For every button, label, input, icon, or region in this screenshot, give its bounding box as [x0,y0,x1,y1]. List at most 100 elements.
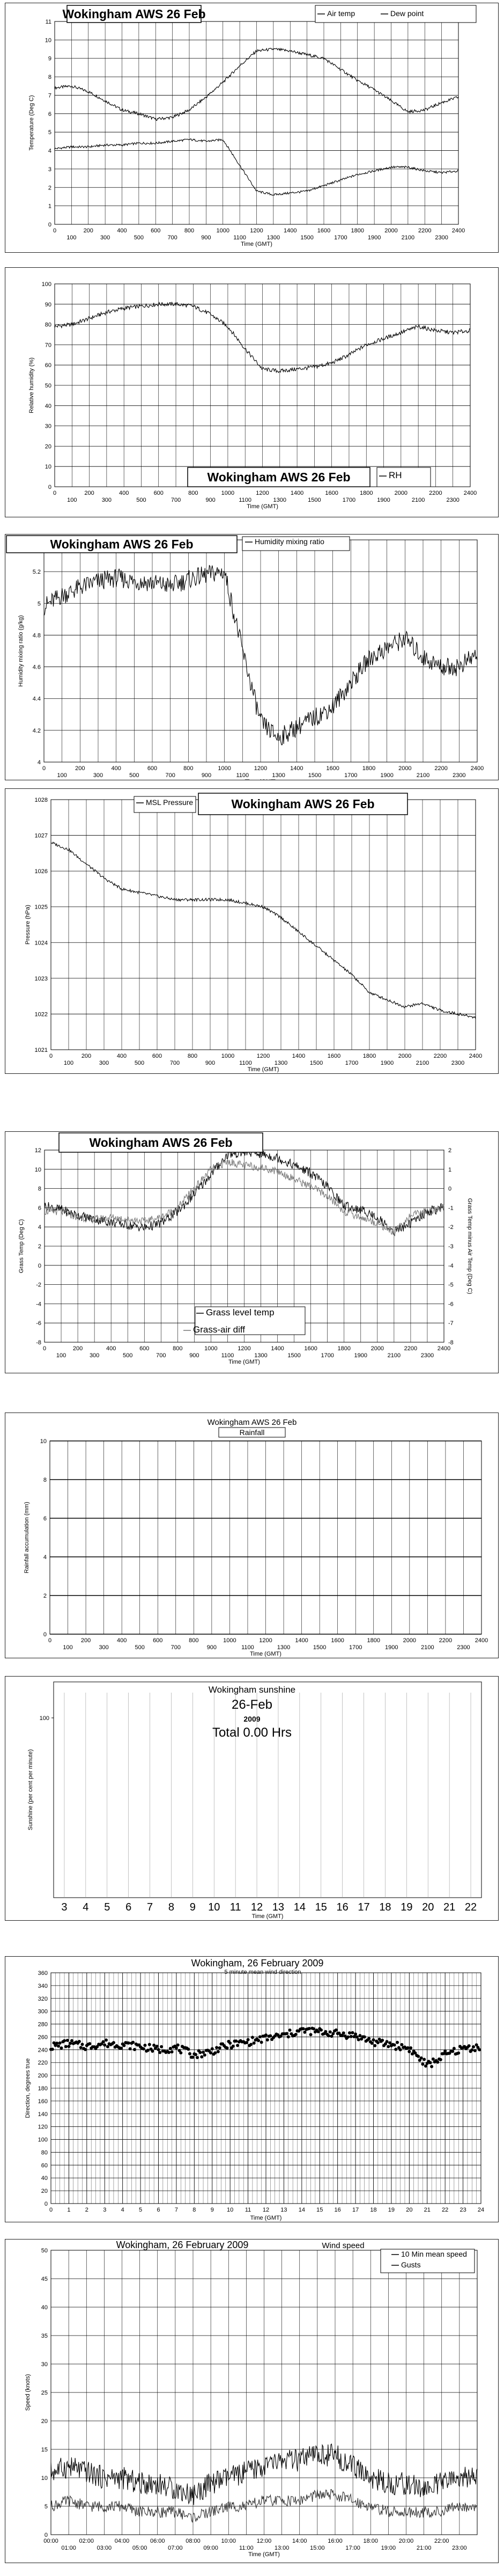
y-tick-label: 240 [38,2047,48,2053]
x-tick-label: 2200 [434,1053,447,1059]
data-point [52,2041,56,2045]
x-tick-label: 1300 [254,1352,267,1359]
x-tick-label: 1900 [381,1060,394,1066]
legend-box [134,796,196,813]
data-point [160,2045,164,2048]
x-tick-label: 16 [337,1901,349,1913]
x-tick-label: 2000 [395,490,407,496]
x-tick-label: 0 [53,228,56,234]
x-tick-label: 1600 [328,1053,340,1059]
data-point [234,2039,238,2043]
y-tick-label: 40 [45,403,51,409]
x-tick-label: 1500 [287,1352,300,1359]
y-tick-label: 40 [41,2175,48,2182]
data-point [146,2048,150,2052]
data-point [457,2051,461,2055]
y-tick-label: 0 [38,1263,41,1269]
legend-label: MSL Pressure [146,798,193,807]
y-tick-label: 1022 [35,1011,48,1018]
x-tick-label: 2300 [457,1644,470,1651]
x-tick-label: 09:00 [203,2545,218,2551]
x-tick-label: 10 [208,1901,220,1913]
data-point [209,2051,212,2055]
x-tick-label: 05:00 [132,2545,147,2551]
x-tick-label: 22 [442,2207,448,2213]
x-tick-label: 2 [85,2207,88,2213]
data-point [106,2045,109,2048]
x-tick-label: 400 [106,1345,116,1352]
y-tick-label: -6 [36,1320,41,1327]
x-tick-label: 2000 [371,1345,384,1352]
y-tick-label: 100 [40,1715,49,1722]
x-tick-label: 900 [201,235,211,241]
x-tick-label: 1200 [238,1345,250,1352]
y-tick-label: 280 [38,2022,48,2028]
legend-box [376,467,431,487]
y-tick-label: 0 [43,1631,47,1638]
chart-wind-direction: 0 20 40 60 80 100 120 140 160 180 200 220 240 260 280 3… [5,1956,499,2222]
y-axis-label: Rainfall accumulation (mm) [24,1502,30,1573]
x-axis-label: Time (GMT) [248,1066,279,1073]
x-tick-label: 1700 [321,1352,333,1359]
y-right-tick-label: -3 [448,1243,454,1250]
x-tick-label: 1600 [317,228,330,234]
x-tick-label: 0 [53,490,56,496]
x-tick-label: 10:00 [221,2538,236,2544]
data-point [142,2047,145,2051]
data-point [128,2047,132,2051]
x-tick-label: 400 [117,228,127,234]
y-tick-label: 40 [41,2304,48,2311]
x-tick-label: 7 [147,1901,153,1913]
data-point [58,2041,62,2045]
x-tick-label: 8 [168,1901,174,1913]
y-tick-label: 1 [48,203,51,210]
data-point [430,2065,434,2068]
x-tick-label: 200 [81,1637,91,1644]
data-point [392,2043,396,2047]
data-point [79,2046,83,2050]
data-point [417,2054,420,2058]
x-tick-label: 1800 [367,1637,380,1644]
data-point [307,2026,311,2030]
y-tick-label: 2 [48,185,51,191]
legend-box [315,5,477,23]
x-tick-label: 1000 [204,1345,217,1352]
x-tick-label: 1400 [271,1345,284,1352]
x-tick-label: 03:00 [97,2545,112,2551]
data-point [376,2041,380,2045]
y-right-tick-label: 2 [448,1147,451,1154]
data-point [358,2034,362,2038]
chart-subtitle: 26-Feb [232,1697,272,1712]
x-tick-label: 1700 [349,1644,362,1651]
x-tick-label: 18 [370,2207,376,2213]
x-tick-label: 22:00 [434,2538,449,2544]
data-point [67,2045,71,2048]
plot-area [53,1681,482,1898]
x-tick-label: 2200 [418,228,431,234]
x-tick-label: 800 [188,1053,197,1059]
y-tick-label: 4 [38,1224,41,1231]
data-point [357,2038,360,2041]
data-point [316,2030,320,2033]
y-right-tick-label: -6 [448,1301,454,1307]
data-point [177,2048,181,2052]
x-tick-label: 900 [207,1644,217,1651]
x-tick-label: 19 [401,1901,412,1913]
y-tick-label: 320 [38,1996,48,2002]
y-tick-label: 11 [46,19,51,25]
x-tick-label: 1200 [257,1053,270,1059]
data-point [424,2064,427,2068]
data-point [147,2043,151,2046]
x-tick-label: 16 [335,2207,341,2213]
x-tick-label: 700 [171,497,181,503]
y-tick-label: 5 [45,2504,48,2510]
data-point [260,2040,263,2044]
data-point [77,2039,81,2043]
x-tick-label: 21 [443,1901,455,1913]
y-tick-label: 260 [38,2034,48,2040]
x-tick-label: 300 [99,1644,108,1651]
x-tick-label: 1700 [343,497,355,503]
data-point [252,2041,256,2045]
x-tick-label: 700 [156,1352,166,1359]
